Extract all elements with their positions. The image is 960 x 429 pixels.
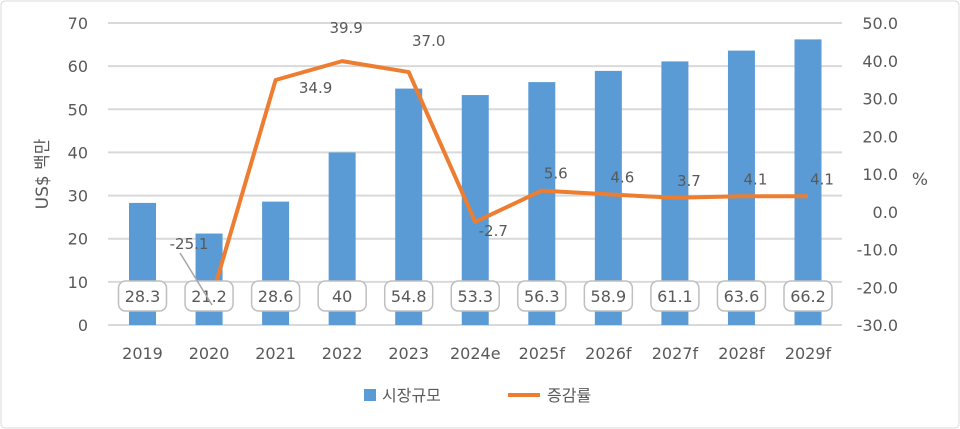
line-value-label: 4.1	[744, 170, 768, 188]
x-tick-label: 2027f	[652, 344, 699, 363]
bar-label-box	[317, 280, 367, 312]
x-tick-label: 2023	[388, 344, 429, 363]
y2-tick-label: 10.0	[862, 165, 898, 184]
y2-tick-label: -20.0	[857, 278, 898, 297]
legend-bar-swatch	[364, 389, 376, 401]
y2-tick-label: 40.0	[862, 52, 898, 71]
y-tick-label: 70	[68, 14, 88, 33]
line-value-label: 3.7	[677, 172, 701, 190]
bar-value-label: 53.3	[457, 287, 493, 306]
y2-tick-label: 20.0	[862, 127, 898, 146]
bar-label-box	[117, 280, 168, 312]
line-value-label: 37.0	[412, 32, 445, 50]
x-tick-label: 2022	[322, 344, 363, 363]
x-tick-label: 2026f	[585, 344, 632, 363]
bar-label-box	[650, 280, 700, 312]
bar-label-box	[716, 280, 767, 312]
legend-label: 증감률	[547, 386, 591, 405]
bar-label-box	[450, 280, 500, 312]
bar-label-box	[184, 280, 234, 312]
y2-tick-label: 30.0	[862, 90, 898, 109]
y-axis-title: US$ 백만	[33, 138, 53, 209]
line-value-label: -2.7	[479, 222, 508, 240]
bar-value-label: 28.3	[125, 287, 161, 306]
bar-value-label: 21.2	[191, 287, 227, 306]
bar-value-label: 58.9	[591, 287, 627, 306]
growth-line	[207, 59, 808, 308]
bar-value-label: 61.1	[657, 287, 693, 306]
bar-label-box	[583, 280, 634, 312]
y2-axis-title: %	[912, 170, 928, 190]
x-tick-label: 2021	[255, 344, 296, 363]
line-value-label: 5.6	[544, 165, 568, 183]
line-value-label: -25.1	[170, 235, 209, 253]
bar-value-label: 56.3	[524, 287, 560, 306]
bar-label-box	[517, 280, 567, 312]
bar-value-label: 63.6	[724, 287, 760, 306]
line-value-label: 4.6	[610, 168, 634, 186]
y-tick-label: 20	[68, 230, 88, 249]
x-tick-label: 2029f	[785, 344, 832, 363]
line-value-label: 4.1	[810, 170, 834, 188]
bar-value-label: 54.8	[391, 287, 427, 306]
bar	[794, 39, 822, 325]
y-tick-label: 30	[68, 187, 88, 206]
y-tick-label: 60	[68, 57, 88, 76]
y-tick-label: 0	[78, 316, 88, 335]
y2-tick-label: 50.0	[862, 14, 898, 33]
x-tick-label: 2028f	[718, 344, 765, 363]
bar	[727, 50, 755, 326]
line-value-label: 34.9	[299, 79, 332, 97]
y-tick-label: 10	[68, 273, 88, 292]
bar-label-box	[783, 280, 833, 312]
bar-label-box	[383, 280, 434, 312]
x-tick-label: 2025f	[519, 344, 566, 363]
x-tick-label: 2019	[122, 344, 163, 363]
bar-label-box	[250, 280, 301, 312]
y2-tick-label: -10.0	[857, 241, 898, 260]
y2-tick-label: -30.0	[857, 316, 898, 335]
legend-label: 시장규모	[382, 386, 441, 405]
x-tick-label: 2020	[189, 344, 230, 363]
y-tick-label: 50	[68, 100, 88, 119]
y2-tick-label: 0.0	[873, 203, 898, 222]
x-tick-label: 2024e	[450, 344, 501, 363]
leader-line	[179, 252, 213, 306]
bar-value-label: 28.6	[258, 287, 294, 306]
line-value-label: 39.9	[329, 19, 362, 37]
bar-value-label: 66.2	[790, 287, 826, 306]
bar-value-label: 40	[332, 287, 352, 306]
y-tick-label: 40	[68, 143, 88, 162]
